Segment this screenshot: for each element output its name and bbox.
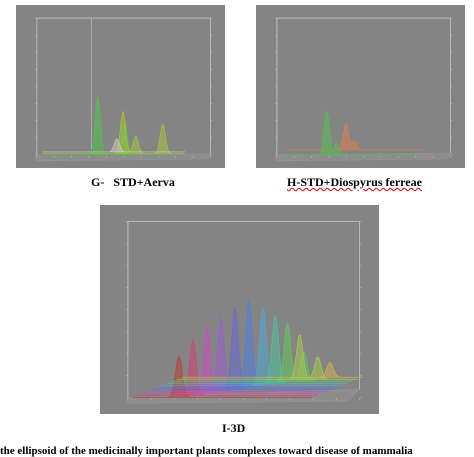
chromatogram-plot-g xyxy=(34,17,213,162)
caption-i-main: I-3D xyxy=(222,421,246,435)
footer-text: the ellipsoid of the medicinally importa… xyxy=(0,445,413,457)
chromatogram-trace xyxy=(146,316,328,392)
chromatogram-plot-h xyxy=(274,17,453,162)
plot-frame xyxy=(276,17,451,155)
chromatogram-plot-i xyxy=(125,221,363,404)
chromatogram-trace xyxy=(280,111,420,156)
plot-floor xyxy=(125,389,360,404)
chromatogram-trace xyxy=(284,122,424,151)
chromatogram-panel-i xyxy=(100,205,379,414)
caption-h: H-STD+Diospyrus ferreae xyxy=(287,175,422,190)
caption-g-main: STD+Aerva xyxy=(113,175,175,189)
caption-g: G- STD+Aerva xyxy=(91,175,175,190)
chromatogram-trace xyxy=(171,321,353,382)
chromatogram-panel-h xyxy=(256,5,465,168)
chromatogram-trace xyxy=(141,325,323,394)
chromatogram-trace xyxy=(156,301,338,388)
chromatogram-trace xyxy=(166,315,348,384)
chromatogram-trace xyxy=(176,334,358,380)
caption-g-prefix: G- xyxy=(91,175,105,189)
chromatogram-trace xyxy=(136,337,318,396)
chromatogram-trace xyxy=(41,111,185,154)
plot-floor xyxy=(34,153,211,162)
plot-frame xyxy=(36,17,211,155)
chromatogram-trace xyxy=(42,138,186,153)
chromatogram-trace xyxy=(181,362,363,378)
caption-i: I-3D xyxy=(222,421,245,436)
chromatogram-trace xyxy=(161,306,343,386)
plot-floor xyxy=(274,152,451,162)
chromatogram-panel-g xyxy=(16,5,225,168)
caption-h-main: H-STD+Diospyrus ferreae xyxy=(287,175,422,189)
chromatogram-trace xyxy=(40,96,184,156)
